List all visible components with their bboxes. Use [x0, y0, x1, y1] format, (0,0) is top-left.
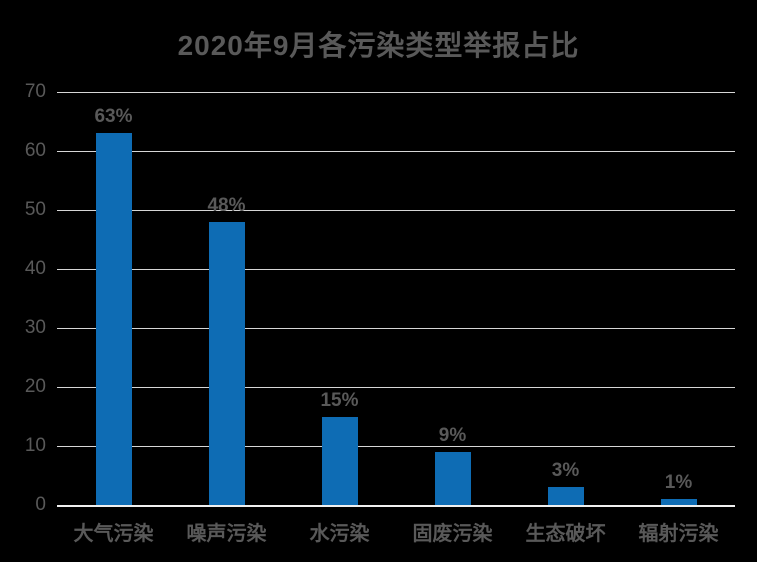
gridline [57, 387, 735, 388]
plot-area: 63% 48% 15% 9% 3% 1% [57, 92, 735, 507]
x-axis-tick-label: 水污染 [309, 523, 370, 545]
y-axis-tick-label: 50 [24, 198, 46, 220]
x-axis: 大气污染 噪声污染 水污染 固废污染 生态破坏 辐射污染 [57, 517, 735, 546]
bar-value-label: 48% [207, 194, 246, 216]
x-axis-tick-label: 大气污染 [73, 523, 154, 545]
bar-固废污染 [434, 451, 471, 505]
bar-slot: 9% [396, 92, 509, 505]
y-axis: 0 10 20 30 40 50 60 70 [0, 81, 46, 515]
bar-slot: 1% [622, 92, 735, 505]
bar-生态破坏 [547, 487, 584, 505]
chart-title: 2020年9月各污染类型举报占比 [177, 30, 580, 61]
gridline [57, 210, 735, 211]
y-axis-tick-label: 70 [24, 81, 46, 102]
y-axis-tick-label: 40 [24, 258, 46, 279]
bar-辐射污染 [660, 499, 697, 505]
bar-噪声污染 [208, 221, 245, 505]
x-axis-tick-label: 噪声污染 [186, 523, 267, 545]
x-axis-tick-label: 辐射污染 [638, 523, 719, 545]
y-axis-tick-label: 10 [24, 435, 46, 456]
bar-slot: 63% [57, 92, 170, 505]
bar-value-label: 9% [438, 424, 467, 446]
bar-value-label: 1% [664, 472, 693, 494]
y-axis-tick-label: 0 [35, 494, 46, 515]
bar-value-label: 15% [320, 389, 359, 411]
x-axis-tick-label: 生态破坏 [525, 523, 606, 545]
gridline [57, 151, 735, 152]
bar-水污染 [321, 416, 358, 505]
x-axis-tick-label: 固废污染 [412, 523, 493, 545]
bar-大气污染 [95, 133, 132, 505]
y-axis-tick-label: 30 [24, 316, 46, 338]
bar-value-label: 3% [551, 460, 580, 482]
gridline [57, 269, 735, 270]
y-axis-tick-label: 20 [24, 376, 46, 397]
gridline [57, 446, 735, 447]
bar-slot: 3% [509, 92, 622, 505]
y-axis-tick-label: 60 [24, 139, 46, 161]
bar-slot: 48% [170, 92, 283, 505]
bar-value-label: 63% [94, 106, 133, 128]
bar-slot: 15% [283, 92, 396, 505]
gridline [57, 328, 735, 329]
gridline [57, 92, 735, 93]
